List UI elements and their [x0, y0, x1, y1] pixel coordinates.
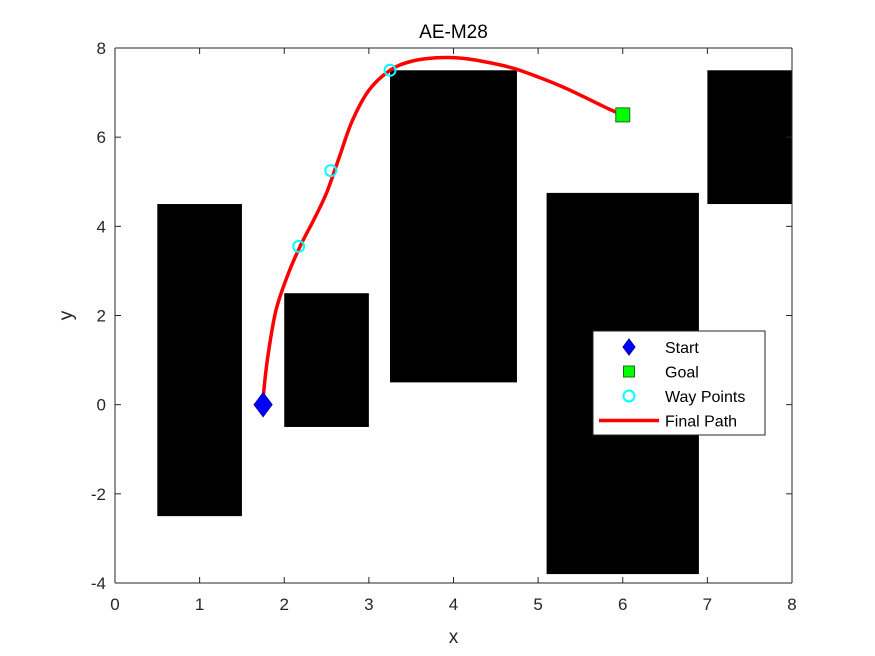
y-tick-label: 2	[97, 307, 106, 326]
obstacle-2	[284, 293, 369, 427]
axes: 0 1 2 3 4 5 6 7 8 -4 -2 0 2 4 6 8	[91, 39, 797, 614]
waypoint-marker-3	[383, 63, 397, 77]
x-tick-label: 5	[533, 595, 542, 614]
marker-layer	[253, 63, 631, 418]
legend-label: Goal	[665, 365, 699, 382]
y-tick-label: -2	[91, 485, 106, 504]
x-tick-label: 7	[703, 595, 712, 614]
x-tick-label: 6	[618, 595, 627, 614]
waypoint-marker-1	[292, 239, 306, 253]
y-tick-label: -4	[91, 574, 106, 593]
legend-label: Way Points	[665, 389, 745, 406]
x-tick-label: 3	[364, 595, 373, 614]
legend-label: Final Path	[665, 414, 737, 431]
obstacle-3	[390, 70, 517, 383]
y-tick-label: 0	[97, 396, 106, 415]
y-axis-label: y	[56, 310, 77, 320]
legend-item: Goal	[623, 365, 699, 382]
x-axis-label: x	[449, 627, 459, 648]
x-tick-label: 8	[787, 595, 796, 614]
x-tick-label: 2	[280, 595, 289, 614]
obstacle-1	[157, 204, 242, 517]
legend-goal-icon	[623, 365, 635, 378]
x-tick-label: 0	[110, 595, 119, 614]
legend-item: Way Points	[622, 389, 745, 406]
obstacle-5	[707, 70, 792, 205]
y-tick-label: 6	[97, 128, 106, 147]
path-layer	[261, 55, 625, 400]
y-tick-label: 4	[97, 217, 106, 236]
chart-title: AE-M28	[419, 22, 488, 43]
y-tick-label: 8	[97, 39, 106, 58]
legend-start-icon	[622, 338, 636, 356]
final-path-line	[261, 55, 625, 400]
legend: Start Goal Way Points Final Path	[592, 330, 766, 436]
legend-item: Start	[622, 338, 699, 357]
start-marker	[253, 391, 273, 418]
legend-box	[592, 330, 766, 436]
x-tick-label: 1	[195, 595, 204, 614]
goal-marker	[615, 107, 631, 123]
legend-label: Start	[665, 340, 699, 357]
x-tick-label: 4	[449, 595, 458, 614]
waypoint-marker-2	[324, 164, 338, 178]
legend-waypoint-icon	[622, 389, 636, 403]
legend-item: Final Path	[599, 414, 737, 431]
